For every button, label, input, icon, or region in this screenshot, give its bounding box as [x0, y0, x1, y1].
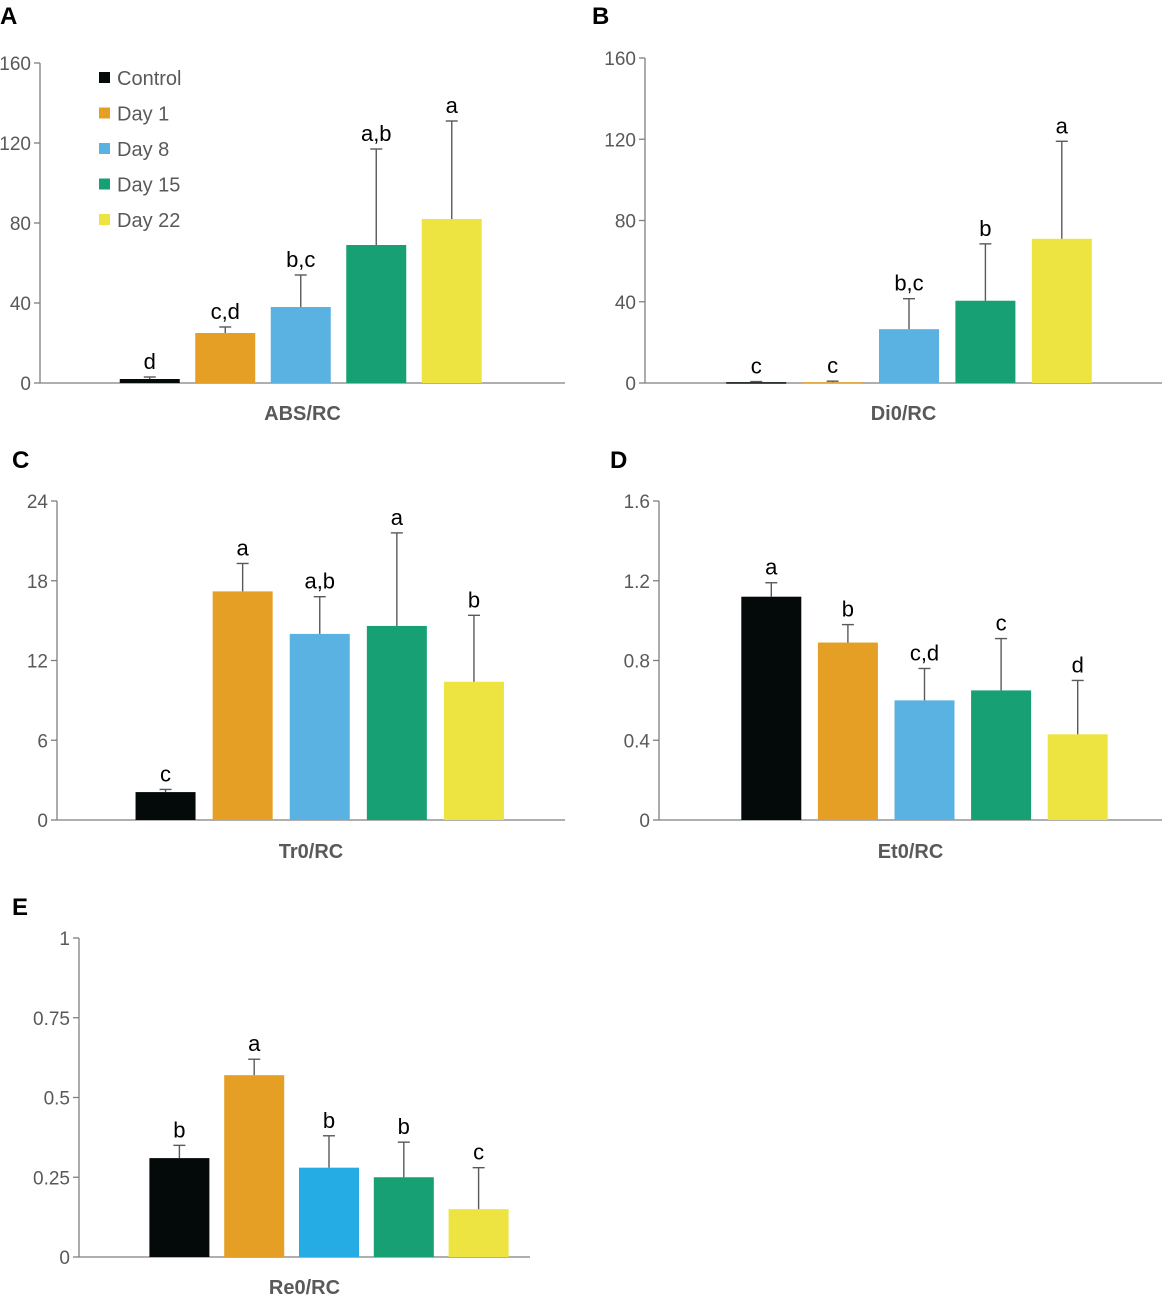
significance-label-day-1: c,d [211, 299, 240, 324]
bar-control [119, 379, 180, 383]
bar-day-22 [448, 1209, 509, 1257]
y-tick-label: 160 [604, 49, 636, 70]
bar-day-22 [421, 219, 482, 383]
y-tick-label: 0.4 [624, 731, 651, 752]
bar-day-8 [879, 329, 939, 383]
y-tick-label: 80 [615, 212, 636, 233]
significance-label-day-1: b [842, 597, 854, 622]
bar-day-1 [224, 1075, 285, 1257]
legend-label-day-22: Day 22 [117, 210, 180, 232]
bar-day-15 [366, 625, 427, 820]
y-tick-label: 160 [0, 54, 31, 75]
legend-swatch-day-8 [99, 143, 110, 154]
panel-letter-e: E [12, 894, 28, 921]
significance-label-day-8: b,c [894, 271, 923, 296]
y-tick-label: 0 [59, 1248, 70, 1269]
bar-day-8 [894, 700, 955, 820]
bar-day-8 [289, 633, 350, 820]
significance-label-day-15: b [979, 216, 991, 241]
bar-day-15 [955, 300, 1016, 383]
bar-day-1 [802, 382, 863, 384]
y-tick-label: 0 [625, 374, 636, 395]
significance-label-day-15: a [391, 505, 404, 530]
bar-day-1 [212, 591, 273, 820]
legend-label-control: Control [117, 68, 181, 90]
x-axis-label: Tr0/RC [279, 841, 343, 863]
panel-letter-b: B [592, 3, 609, 30]
bar-control [741, 596, 802, 820]
significance-label-day-1: a [237, 535, 250, 560]
y-tick-label: 120 [604, 130, 636, 151]
bar-day-8 [299, 1167, 359, 1257]
y-tick-label: 0 [20, 374, 31, 395]
bar-day-1 [195, 333, 256, 383]
bar-day-15 [346, 245, 407, 383]
y-tick-label: 0.5 [44, 1089, 70, 1110]
bar-control [726, 382, 787, 384]
x-axis-label: ABS/RC [264, 403, 341, 425]
bar-day-15 [373, 1177, 434, 1257]
significance-label-day-1: a [248, 1031, 261, 1056]
significance-label-control: d [144, 349, 156, 374]
y-tick-label: 0.8 [624, 652, 650, 673]
bar-day-22 [1047, 734, 1108, 820]
significance-label-day-22: d [1072, 652, 1084, 677]
panel-letter-d: D [610, 447, 627, 474]
significance-label-day-15: b [398, 1114, 410, 1139]
significance-label-day-8: b [323, 1108, 335, 1133]
legend-label-day-1: Day 1 [117, 104, 169, 126]
significance-label-day-1: c [827, 353, 838, 378]
y-tick-label: 40 [615, 293, 636, 314]
y-tick-label: 0.25 [33, 1168, 70, 1189]
significance-label-day-8: a,b [304, 569, 335, 594]
y-tick-label: 6 [37, 731, 48, 752]
panel-letter-c: C [12, 447, 29, 474]
y-tick-label: 120 [0, 134, 31, 155]
legend-swatch-day-15 [99, 178, 110, 190]
bar-day-1 [817, 642, 878, 820]
bar-control [135, 792, 196, 820]
bar-day-22 [1031, 238, 1092, 383]
y-tick-label: 80 [10, 214, 31, 235]
panel-letter-a: A [0, 3, 17, 30]
significance-label-day-22: c [473, 1140, 484, 1165]
y-tick-label: 24 [27, 492, 49, 513]
legend-swatch-day-22 [99, 214, 110, 225]
y-tick-label: 0 [37, 811, 48, 832]
x-axis-label: Re0/RC [269, 1277, 340, 1299]
significance-label-day-8: c,d [910, 640, 939, 665]
significance-label-control: a [765, 555, 778, 580]
y-tick-label: 0 [639, 811, 650, 832]
bar-day-8 [270, 307, 331, 383]
significance-label-control: b [173, 1117, 185, 1142]
legend-swatch-day-1 [99, 107, 110, 119]
y-tick-label: 1.6 [624, 492, 650, 513]
significance-label-day-22: b [468, 587, 480, 612]
legend-swatch-control [99, 72, 110, 83]
significance-label-control: c [160, 761, 171, 786]
y-tick-label: 1 [59, 929, 70, 950]
bar-control [149, 1158, 210, 1257]
y-tick-label: 0.75 [33, 1009, 70, 1030]
y-tick-label: 40 [10, 294, 31, 315]
bar-day-15 [971, 690, 1032, 820]
significance-label-control: c [751, 354, 762, 379]
significance-label-day-22: a [1056, 113, 1069, 138]
significance-label-day-15: c [996, 611, 1007, 636]
y-tick-label: 1.2 [624, 572, 650, 593]
legend-label-day-15: Day 15 [117, 175, 180, 197]
y-tick-label: 12 [27, 652, 48, 673]
x-axis-label: Et0/RC [878, 841, 944, 863]
significance-label-day-15: a,b [361, 121, 392, 146]
y-tick-label: 18 [27, 572, 48, 593]
bar-day-22 [443, 681, 504, 820]
legend-label-day-8: Day 8 [117, 139, 169, 161]
significance-label-day-8: b,c [286, 247, 315, 272]
significance-label-day-22: a [446, 93, 459, 118]
x-axis-label: Di0/RC [871, 403, 937, 425]
